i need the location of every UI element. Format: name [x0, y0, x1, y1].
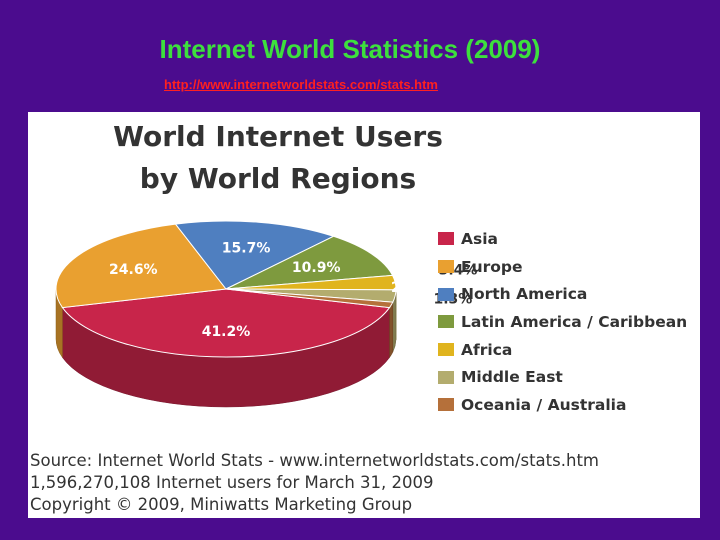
pie-side-oceania-australia	[389, 302, 394, 359]
chart-subtitle-line: by World Regions	[139, 162, 417, 195]
legend-item-oceania-australia: Oceania / Australia	[438, 391, 687, 419]
legend-label: Middle East	[461, 368, 563, 387]
source-line: Source: Internet World Stats - www.inter…	[30, 451, 599, 470]
legend-label: Europe	[461, 257, 523, 276]
data-label-north-america: 15.7%	[222, 241, 271, 257]
users-count-line: 1,596,270,108 Internet users for March 3…	[30, 473, 434, 492]
chart-legend: Asia Europe North America Latin America / C…	[438, 225, 687, 419]
copyright-line: Copyright © 2009, Miniwatts Marketing Gr…	[30, 495, 413, 514]
legend-item-asia: Asia	[438, 225, 687, 253]
pie-slice-asia	[61, 288, 391, 358]
slide-title: Internet World Statistics (2009)	[159, 34, 541, 64]
legend-item-middle-east: Middle East	[438, 363, 687, 391]
legend-swatch	[438, 232, 454, 246]
pie-slice-north-america	[174, 220, 335, 290]
legend-item-europe: Europe	[438, 253, 687, 281]
data-label-asia: 41.2%	[202, 324, 251, 340]
source-block: Source: Internet World Stats - www.inter…	[30, 450, 599, 516]
chart-panel: World Internet Users by World Regions 41…	[28, 112, 700, 518]
legend-swatch	[438, 343, 454, 357]
pie-slice-latin-america-caribbean	[225, 235, 394, 290]
legend-label: Africa	[461, 340, 513, 359]
pie-chart: 41.2%24.6%15.7%10.9%3.4%2.9%1.3%	[55, 220, 477, 408]
legend-label: Latin America / Caribbean	[461, 312, 688, 331]
legend-label: Asia	[461, 229, 498, 248]
data-label-middle-east: 2.9%	[391, 280, 430, 296]
legend-label: Oceania / Australia	[461, 395, 627, 414]
pie-slice-europe	[55, 223, 227, 309]
chart-title: World Internet Users by World Regions	[28, 116, 528, 200]
legend-label: North America	[461, 285, 588, 304]
data-label-latin-america-caribbean: 10.9%	[292, 260, 341, 276]
legend-swatch	[438, 287, 454, 301]
source-link[interactable]: http://www.internetworldstats.com/stats.…	[164, 77, 438, 92]
legend-item-north-america: North America	[438, 280, 687, 308]
legend-item-africa: Africa	[438, 336, 687, 364]
legend-swatch	[438, 260, 454, 274]
pie-slice-oceania-australia	[225, 288, 394, 309]
legend-swatch	[438, 398, 454, 412]
chart-title-line: World Internet Users	[113, 120, 443, 153]
data-label-europe: 24.6%	[109, 262, 158, 278]
legend-swatch	[438, 370, 454, 384]
legend-item-latin-america-caribbean: Latin America / Caribbean	[438, 308, 687, 336]
legend-swatch	[438, 315, 454, 329]
